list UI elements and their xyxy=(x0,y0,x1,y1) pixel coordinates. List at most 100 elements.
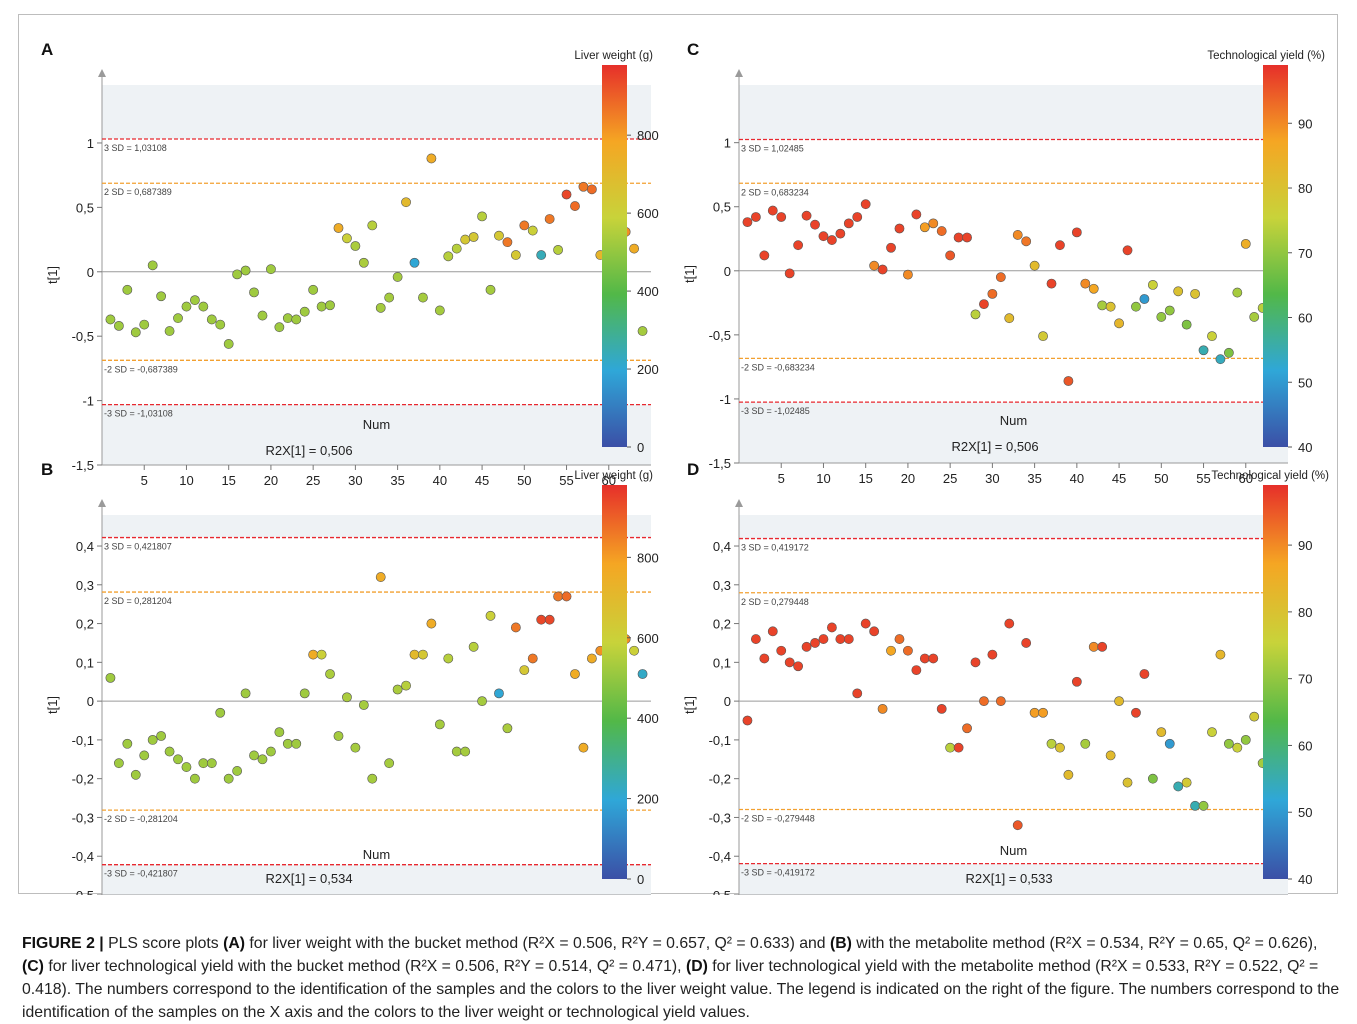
x-tick-label: 5 xyxy=(141,473,148,488)
x-tick-label: 55 xyxy=(1196,471,1210,486)
score-point xyxy=(1088,283,1099,294)
score-point xyxy=(953,742,964,753)
panel-b: B 0,4 0,3 0,2 0,1 0 -0,1 -0,2 -0,3 -0,4 -0,5 5 10 15 2… xyxy=(41,460,659,918)
colorbar-title: Liver weight (g) xyxy=(574,470,653,482)
score-point xyxy=(637,669,648,679)
score-point xyxy=(139,319,150,330)
score-point xyxy=(164,326,175,336)
score-point xyxy=(1055,240,1065,251)
score-point xyxy=(793,661,804,672)
score-point xyxy=(333,223,344,233)
score-point xyxy=(418,292,428,303)
score-point xyxy=(164,746,175,757)
score-point xyxy=(835,228,846,239)
x-tick-label: 45 xyxy=(475,473,489,488)
y-tick-label: -0,5 xyxy=(709,888,731,895)
caption-text: PLS score plots xyxy=(108,935,224,952)
score-point xyxy=(1156,727,1167,738)
colorbar-tick-label: 60 xyxy=(1298,311,1312,326)
score-point xyxy=(384,758,395,769)
score-point xyxy=(1147,773,1158,784)
score-point xyxy=(1055,742,1065,753)
score-point xyxy=(1097,641,1108,652)
score-point xyxy=(1232,742,1243,753)
score-point xyxy=(843,634,854,644)
sd-limit-label: 2 SD = 0,279448 xyxy=(741,597,809,607)
score-point xyxy=(367,773,378,784)
score-point xyxy=(460,746,471,757)
colorbar-tick-label: 40 xyxy=(1298,440,1312,455)
sd-limit-label: 2 SD = 0,683234 xyxy=(741,187,809,197)
y-tick-label: -1 xyxy=(719,392,731,407)
score-point xyxy=(945,742,956,753)
colorbar-title: Liver weight (g) xyxy=(574,50,653,62)
score-point xyxy=(1131,707,1141,718)
score-point xyxy=(784,268,795,279)
score-point xyxy=(105,314,116,325)
score-point xyxy=(198,758,209,769)
score-point xyxy=(1207,331,1217,342)
score-point xyxy=(928,653,939,664)
score-point xyxy=(1190,288,1200,299)
score-point xyxy=(1105,750,1116,761)
score-point xyxy=(869,260,880,271)
y-tick-label: 1 xyxy=(724,136,731,151)
score-point xyxy=(784,657,795,668)
score-point xyxy=(936,703,947,714)
score-point xyxy=(919,653,930,664)
score-point xyxy=(299,688,310,699)
panel-c: C 1 0,5 0 -0,5 -1 -1,5 5 10 15 20 25 30 35 40 45 50 55 60 N… xyxy=(682,40,1325,486)
score-point xyxy=(586,184,597,195)
score-point xyxy=(1240,238,1251,249)
score-point xyxy=(742,715,753,726)
y-axis-arrow xyxy=(735,69,743,77)
score-point xyxy=(122,284,133,295)
score-point xyxy=(894,634,905,644)
score-point xyxy=(1071,676,1082,687)
score-point xyxy=(801,641,812,652)
score-point xyxy=(1046,738,1057,749)
x-tick-label: 30 xyxy=(348,473,362,488)
score-point xyxy=(494,688,504,699)
sd-limit-label: 3 SD = 1,02485 xyxy=(741,143,804,153)
score-point xyxy=(877,703,888,714)
score-point xyxy=(1215,354,1226,365)
colorbar xyxy=(1263,65,1288,447)
score-point xyxy=(325,300,335,311)
score-point xyxy=(1021,236,1032,247)
caption-panel-ref: (A) xyxy=(223,935,246,952)
score-point xyxy=(742,217,753,228)
score-point xyxy=(561,189,572,200)
colorbar-tick-label: 50 xyxy=(1298,805,1312,820)
score-point xyxy=(979,299,989,310)
score-point xyxy=(586,653,597,664)
score-point xyxy=(1105,301,1116,312)
score-point xyxy=(1156,312,1167,322)
x-tick-label: 40 xyxy=(433,473,447,488)
score-point xyxy=(485,610,496,621)
y-tick-label: -0,5 xyxy=(72,888,94,895)
score-point xyxy=(443,251,454,262)
sd-limit-label: -3 SD = -0,421807 xyxy=(104,869,178,879)
score-point xyxy=(1164,305,1175,316)
score-point xyxy=(485,284,496,295)
y-axis-arrow xyxy=(735,499,743,507)
score-point xyxy=(113,758,124,769)
caption-text: for liver technological yield with the m… xyxy=(22,958,1340,1021)
x-tick-label: 60 xyxy=(602,473,616,488)
y-tick-label: -0,1 xyxy=(709,733,731,748)
figure-caption: FIGURE 2 | PLS score plots (A) for liver… xyxy=(22,932,1340,1024)
y-tick-label: 0,3 xyxy=(713,578,731,593)
panel-letter: C xyxy=(687,40,699,59)
y-tick-label: -0,2 xyxy=(709,772,731,787)
score-point xyxy=(130,327,141,338)
score-point xyxy=(1173,781,1184,792)
score-point xyxy=(451,243,462,254)
score-point xyxy=(156,291,167,302)
score-point xyxy=(274,322,285,333)
y-tick-label: 0,1 xyxy=(713,655,731,670)
colorbar-tick-label: 200 xyxy=(637,792,659,807)
score-point xyxy=(759,653,770,664)
sd-limit-label: -3 SD = -1,03108 xyxy=(104,409,173,419)
y-tick-label: -0,3 xyxy=(709,810,731,825)
